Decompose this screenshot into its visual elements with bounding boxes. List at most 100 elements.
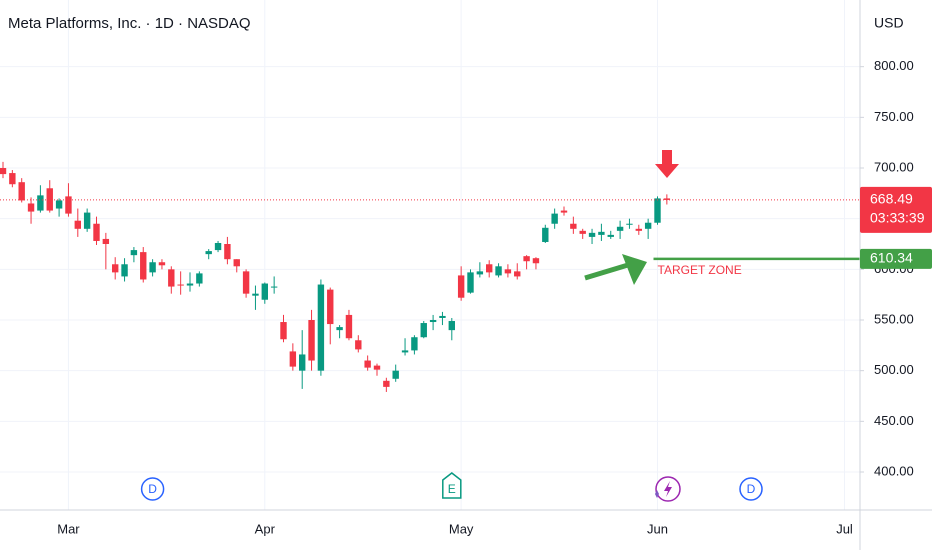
candle-body [158,262,166,266]
event-badge [442,472,462,499]
x-tick-label: Jun [647,521,668,536]
x-tick-label: May [449,521,474,536]
y-tick-label: 750.00 [874,109,914,124]
candle-body [270,286,278,288]
candle-body [83,212,91,229]
candle-body [9,173,16,185]
candle-body [663,198,671,200]
candle-body [345,314,353,339]
event-label: D [148,482,157,496]
candle-body [523,256,530,262]
candle-body [411,337,418,351]
event-badge [739,477,763,501]
candle-body [140,252,147,280]
target-tag [860,248,932,269]
lightning-event [655,476,681,502]
event-badge [140,477,165,501]
candle-body [579,230,586,234]
y-tick-label: 800.00 [874,58,914,73]
plot [0,161,860,392]
candle-body [233,259,240,267]
candle-body [542,227,549,242]
candle-body [327,289,334,325]
candle-body [383,380,390,387]
candle-body [635,228,642,231]
candle-body [46,188,53,211]
grid [0,0,860,510]
candle-body [551,213,558,224]
candle-body [65,196,72,214]
candle-body [560,210,568,213]
green-arrow-head [622,254,647,285]
last-price-tag [860,186,932,233]
candle-body [532,258,540,264]
currency: USD [874,15,904,31]
candle-body [336,327,343,331]
event-label: E [448,482,456,496]
candle-body [102,238,110,245]
candle-body [654,198,661,223]
candle-body [196,273,203,284]
candle-body [121,264,128,277]
candle-body [168,269,175,287]
candle-body [486,264,493,273]
candle-body [626,223,633,225]
candle-body [392,370,399,379]
candle-body [93,223,100,241]
candle-body [364,360,371,368]
candle-body [214,242,222,251]
candle-body [514,271,521,277]
green-arrow-shaft [584,262,629,281]
y-tick-label: 400.00 [874,463,914,478]
x-tick-label: Apr [255,521,276,536]
candle-body [355,340,362,350]
candle-body [289,351,297,367]
last-price-label: 668.49 [870,191,913,207]
candle-body [457,275,465,298]
countdown: 03:33:39 [870,210,925,226]
target-zone-text: TARGET ZONE [658,263,742,277]
candle-body [0,168,7,175]
candle-body [186,283,194,286]
candle-body [401,350,409,353]
candle-body [616,226,624,231]
candle-body [55,200,63,209]
candle-body [308,320,315,361]
candle-body [242,271,250,294]
y-tick-label: 700.00 [874,159,914,174]
event-label: D [747,482,756,496]
candle-body [607,234,614,237]
candle-body [112,264,119,273]
candle-body [467,272,474,293]
x-tick-label: Jul [836,521,853,536]
candle-body [252,293,259,296]
candle-body [261,283,268,300]
candle-body [130,250,138,256]
candle-body [224,244,231,260]
candle-body [644,222,652,229]
y-tick-label: 550.00 [874,311,914,326]
candle-body [205,251,212,255]
candle-body [373,365,381,370]
candle-body [495,266,502,276]
candle-body [476,271,484,275]
candle-body [317,284,325,371]
candle-body [177,284,184,286]
candle-body [570,223,577,229]
x-tick-label: Mar [57,521,80,536]
candle-body [448,321,455,331]
candle-body [598,231,605,235]
candle-body [420,323,427,338]
candle-body [429,320,437,323]
candle-body [37,195,44,211]
candle-body [299,354,306,371]
candle-body [280,322,287,340]
candle-body [27,203,35,212]
candle-body [149,262,156,273]
down-arrow [655,150,679,178]
candle-body [504,269,512,274]
y-tick-label: 450.00 [874,413,914,428]
target-label: 610.34 [870,250,913,266]
